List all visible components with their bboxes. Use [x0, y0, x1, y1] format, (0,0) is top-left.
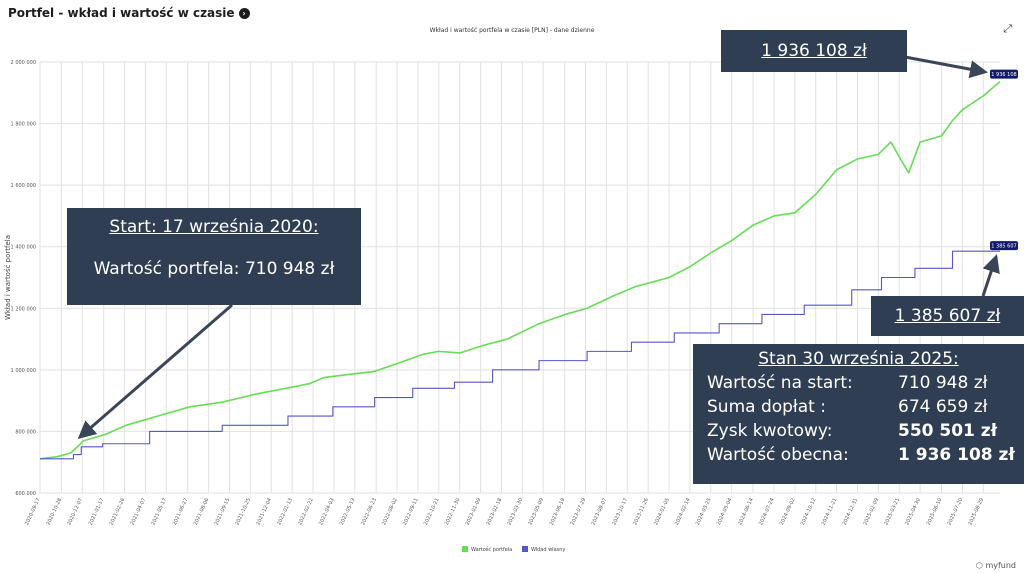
y-tick-label: 2 000 000	[11, 60, 36, 66]
x-tick-label: 2021-02-26	[109, 497, 127, 526]
x-tick-label: 2022-10-21	[423, 497, 441, 526]
summary-value: 710 948 zł	[898, 373, 988, 393]
end-value-tag	[990, 69, 1018, 79]
x-tick-label: 2021-10-25	[234, 497, 252, 526]
x-tick-label: 2020-12-07	[66, 497, 84, 526]
x-tick-label: 2024-03-25	[695, 497, 713, 526]
y-tick-label: 1 200 000	[11, 306, 36, 312]
callout-contribution: 1 385 607 zł	[871, 296, 1024, 336]
summary-title: Stan 30 września 2025:	[758, 349, 959, 369]
x-tick-label: 2021-06-27	[172, 497, 190, 526]
summary-label: Wartość na start:	[707, 373, 853, 393]
x-tick-label: 2023-11-26	[632, 497, 650, 526]
panel-header: Portfel - wkład i wartość w czasie ›	[8, 4, 250, 22]
x-tick-label: 2024-06-14	[737, 497, 755, 526]
end-value-label: 1 936 108	[991, 72, 1016, 78]
x-tick-label: 2021-05-17	[150, 497, 168, 526]
x-tick-label: 2024-10-12	[800, 497, 818, 526]
x-tick-label: 2025-02-09	[862, 497, 880, 526]
x-tick-label: 2024-05-04	[716, 497, 734, 526]
x-tick-label: 2022-08-02	[381, 497, 399, 526]
summary-value: 550 501 zł	[898, 421, 998, 441]
x-tick-label: 2025-06-10	[926, 497, 944, 526]
x-tick-label: 2023-07-29	[570, 497, 588, 526]
y-tick-label: 800 000	[15, 429, 36, 435]
callout-arrow	[904, 55, 988, 79]
legend-label: Wkład własny	[531, 547, 565, 553]
x-tick-label: 2022-04-03	[318, 497, 336, 526]
start-value: Wartość portfela: 710 948 zł	[93, 259, 335, 279]
x-tick-label: 2022-09-11	[402, 497, 420, 526]
x-tick-label: 2020-09-17	[24, 497, 42, 526]
x-tick-label: 2024-11-21	[821, 497, 839, 526]
y-tick-label: 1 600 000	[11, 183, 36, 189]
summary-value: 1 936 108 zł	[898, 445, 1015, 465]
legend-swatch	[462, 546, 468, 552]
x-tick-label: 2021-01-17	[88, 497, 106, 526]
x-tick-label: 2023-05-09	[527, 497, 545, 526]
end-value-tag	[990, 241, 1018, 251]
summary-label: Wartość obecna:	[707, 445, 849, 465]
x-tick-label: 2024-07-24	[758, 497, 776, 526]
x-tick-label: 2025-04-30	[904, 497, 922, 526]
x-tick-label: 2021-04-07	[130, 497, 148, 526]
y-tick-label: 1 400 000	[11, 245, 36, 251]
x-tick-label: 2023-06-19	[549, 497, 567, 526]
x-tick-label: 2021-12-04	[255, 497, 273, 526]
summary-value: 674 659 zł	[898, 397, 988, 417]
x-tick-label: 2024-12-31	[842, 497, 860, 526]
callout-arrow	[981, 254, 1000, 297]
x-tick-label: 2025-08-29	[967, 497, 985, 526]
x-tick-label: 2020-10-28	[45, 497, 63, 526]
x-tick-label: 2022-02-22	[297, 497, 315, 526]
callout-arrow	[77, 303, 233, 439]
start-title: Start: 17 września 2020:	[109, 217, 319, 237]
x-tick-label: 2023-10-17	[611, 497, 629, 526]
x-tick-label: 2023-02-18	[486, 497, 504, 526]
summary-label: Suma dopłat :	[707, 397, 826, 417]
y-tick-label: 600 000	[15, 491, 36, 497]
callout-current-value: 1 936 108 zł	[721, 30, 907, 72]
fullscreen-icon[interactable]: ⤢	[1003, 22, 1012, 35]
x-tick-label: 2021-08-06	[193, 497, 211, 526]
x-tick-label: 2025-07-20	[947, 497, 965, 526]
x-tick-label: 2021-09-15	[214, 497, 232, 526]
myfund-logo: ⬡ myfund	[975, 561, 1016, 570]
x-tick-label: 2022-06-23	[360, 497, 378, 526]
x-tick-label: 2022-05-13	[339, 497, 357, 526]
x-tick-label: 2022-11-30	[444, 497, 462, 526]
legend-label: Wartość portfela	[471, 546, 512, 553]
panel-title: Portfel - wkład i wartość w czasie	[8, 6, 235, 20]
callout-start: Start: 17 września 2020: Wartość portfel…	[67, 208, 361, 305]
x-tick-label: 2024-09-02	[779, 497, 797, 526]
x-tick-label: 2023-03-30	[506, 497, 524, 526]
x-tick-label: 2023-01-09	[465, 497, 483, 526]
summary-label: Zysk kwotowy:	[707, 421, 833, 441]
x-tick-label: 2025-03-21	[883, 497, 901, 526]
legend-swatch	[522, 546, 528, 552]
info-icon[interactable]: ›	[238, 7, 250, 19]
y-tick-label: 1 000 000	[11, 368, 36, 374]
x-tick-label: 2024-01-05	[653, 497, 671, 526]
x-tick-label: 2022-01-13	[276, 497, 294, 526]
x-tick-label: 2024-02-14	[674, 497, 692, 526]
end-value-label: 1 385 607	[991, 244, 1016, 250]
x-tick-label: 2023-09-07	[590, 497, 608, 526]
y-tick-label: 1 800 000	[11, 122, 36, 128]
callout-summary: Stan 30 września 2025: Wartość na start:…	[693, 344, 1024, 484]
chart-title: Wkład i wartość portfela w czasie [PLN] …	[429, 27, 595, 34]
series-line-value	[39, 81, 1001, 460]
y-axis-title: Wkład i wartość portfela	[4, 235, 12, 320]
series-line-contribution	[40, 250, 1000, 460]
